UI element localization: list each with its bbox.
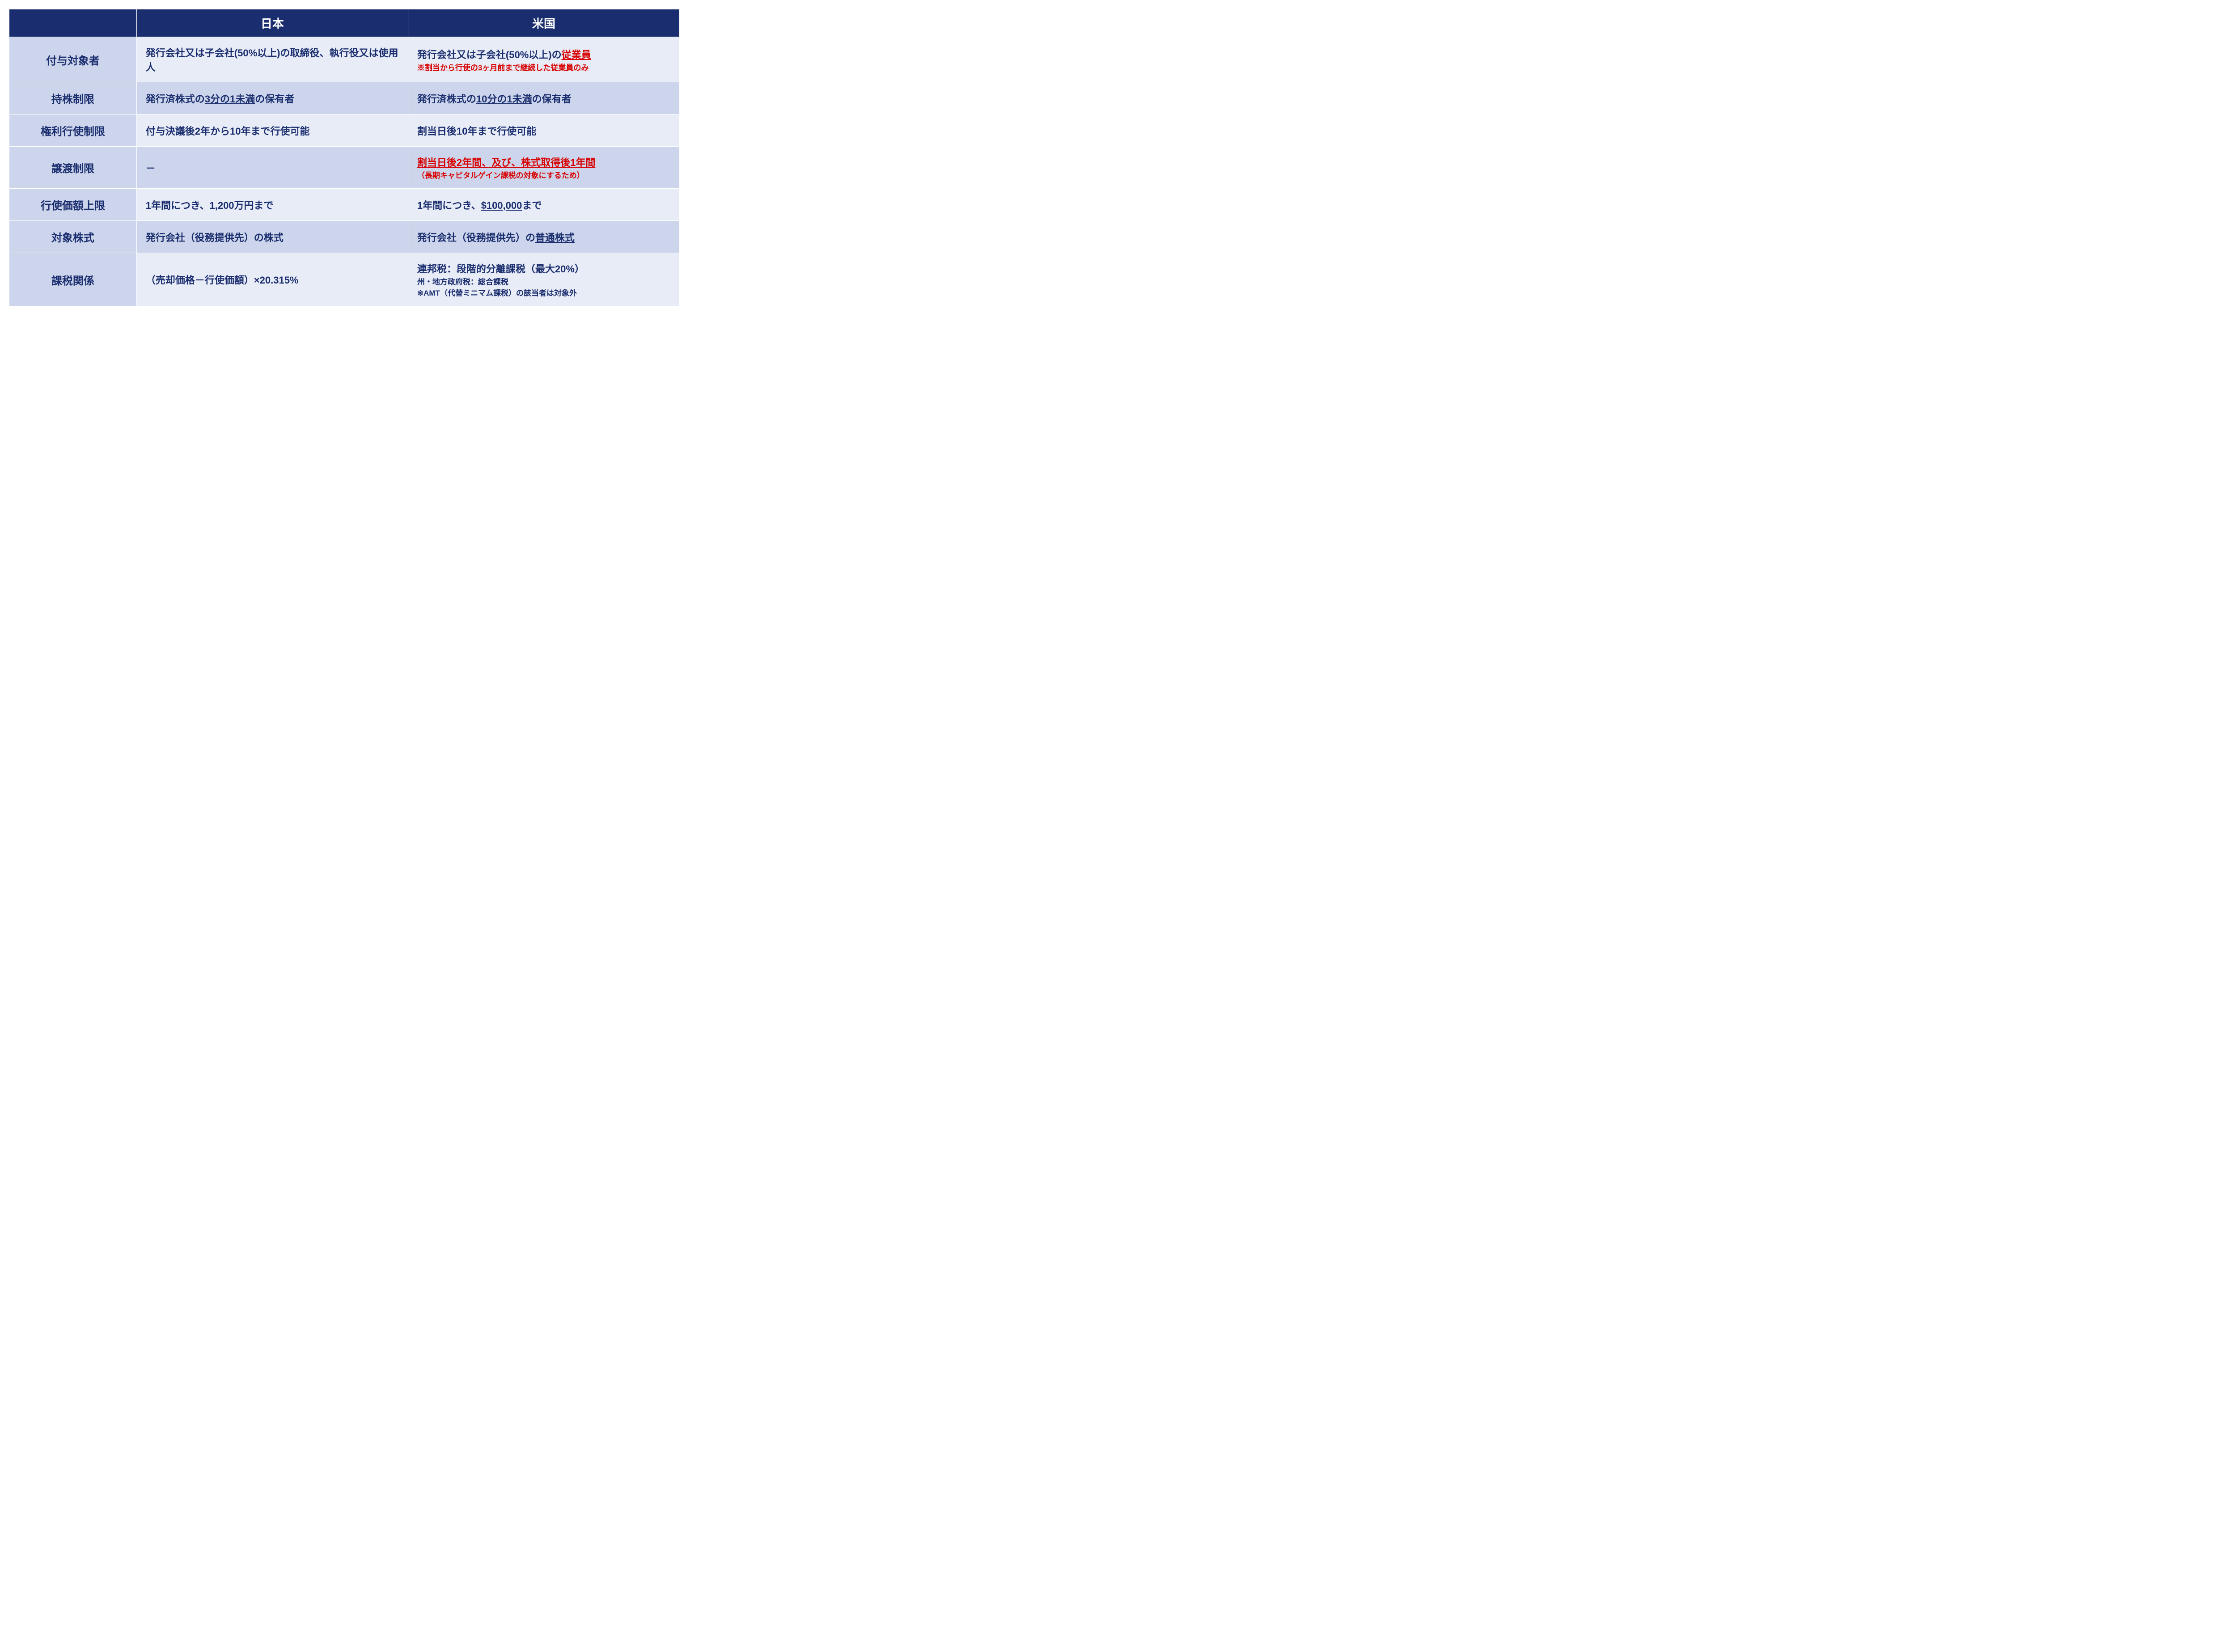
cell-us: 発行会社又は子会社(50%以上)の従業員 ※割当から行使の3ヶ月前まで継続した従… [408,37,679,82]
emphasis-text: 従業員 [562,49,591,60]
cell-us: 連邦税：段階的分離課税（最大20%） 州・地方政府税：総合課税 ※AMT（代替ミ… [408,253,679,306]
text: の保有者 [532,93,572,105]
underline-text: $100,000 [481,200,522,211]
text: 発行会社又は子会社(50%以上)の [417,49,562,60]
table-row: 付与対象者 発行会社又は子会社(50%以上)の取締役、執行役又は使用人 発行会社… [9,37,680,82]
text: 付与決議後2年から10年まで行使可能 [146,126,310,137]
cell-us: 発行会社（役務提供先）の普通株式 [408,221,679,253]
underline-text: 10分の1未満 [476,93,532,105]
cell-us: 割当日後2年間、及び、株式取得後1年間 （長期キャピタルゲイン課税の対象にするた… [408,147,679,189]
comparison-table: 日本 米国 付与対象者 発行会社又は子会社(50%以上)の取締役、執行役又は使用… [9,9,680,306]
underline-text: 3分の1未満 [205,93,255,105]
header-blank [9,9,137,37]
text: 発行済株式の [417,93,476,105]
text: － [146,163,156,174]
note-text: （長期キャピタルゲイン課税の対象にするため） [417,169,670,180]
underline-text: 普通株式 [535,232,575,243]
cell-jp: 付与決議後2年から10年まで行使可能 [136,114,408,147]
table-row: 行使価額上限 1年間につき、1,200万円まで 1年間につき、$100,000ま… [9,189,680,221]
cell-jp: 発行済株式の3分の1未満の保有者 [136,82,408,114]
cell-jp: － [136,147,408,189]
text: まで [522,200,542,211]
row-label: 対象株式 [9,221,137,253]
header-row: 日本 米国 [9,9,680,37]
text: 発行会社又は子会社(50%以上)の取締役、執行役又は使用人 [146,47,398,73]
text: 発行会社（役務提供先）の株式 [146,232,284,243]
header-japan: 日本 [136,9,408,37]
cell-jp: 発行会社（役務提供先）の株式 [136,221,408,253]
table-row: 譲渡制限 － 割当日後2年間、及び、株式取得後1年間 （長期キャピタルゲイン課税… [9,147,680,189]
cell-us: 割当日後10年まで行使可能 [408,114,679,147]
table-row: 権利行使制限 付与決議後2年から10年まで行使可能 割当日後10年まで行使可能 [9,114,680,147]
text: （売却価格－行使価額）×20.315% [146,275,299,286]
note-text: ※割当から行使の3ヶ月前まで継続した従業員のみ [417,61,670,72]
note-text: 州・地方政府税：総合課税 [417,275,670,287]
text: の保有者 [255,93,294,105]
cell-jp: 発行会社又は子会社(50%以上)の取締役、執行役又は使用人 [136,37,408,82]
text: 連邦税：段階的分離課税（最大20%） [417,263,584,275]
cell-us: 1年間につき、$100,000まで [408,189,679,221]
table-row: 持株制限 発行済株式の3分の1未満の保有者 発行済株式の10分の1未満の保有者 [9,82,680,114]
text: 割当日後10年まで行使可能 [417,126,536,137]
text: 発行済株式の [146,93,205,105]
cell-jp: 1年間につき、1,200万円まで [136,189,408,221]
header-usa: 米国 [408,9,679,37]
note-text: ※AMT（代替ミニマム課税）の該当者は対象外 [417,287,670,298]
emphasis-text: 割当日後2年間、及び、株式取得後1年間 [417,157,595,168]
row-label: 持株制限 [9,82,137,114]
row-label: 行使価額上限 [9,189,137,221]
text: 1年間につき、1,200万円まで [146,200,274,211]
text: 1年間につき、 [417,200,481,211]
table-row: 課税関係 （売却価格－行使価額）×20.315% 連邦税：段階的分離課税（最大2… [9,253,680,306]
text: 発行会社（役務提供先）の [417,232,535,243]
row-label: 課税関係 [9,253,137,306]
cell-us: 発行済株式の10分の1未満の保有者 [408,82,679,114]
table-row: 対象株式 発行会社（役務提供先）の株式 発行会社（役務提供先）の普通株式 [9,221,680,253]
row-label: 付与対象者 [9,37,137,82]
row-label: 権利行使制限 [9,114,137,147]
cell-jp: （売却価格－行使価額）×20.315% [136,253,408,306]
row-label: 譲渡制限 [9,147,137,189]
